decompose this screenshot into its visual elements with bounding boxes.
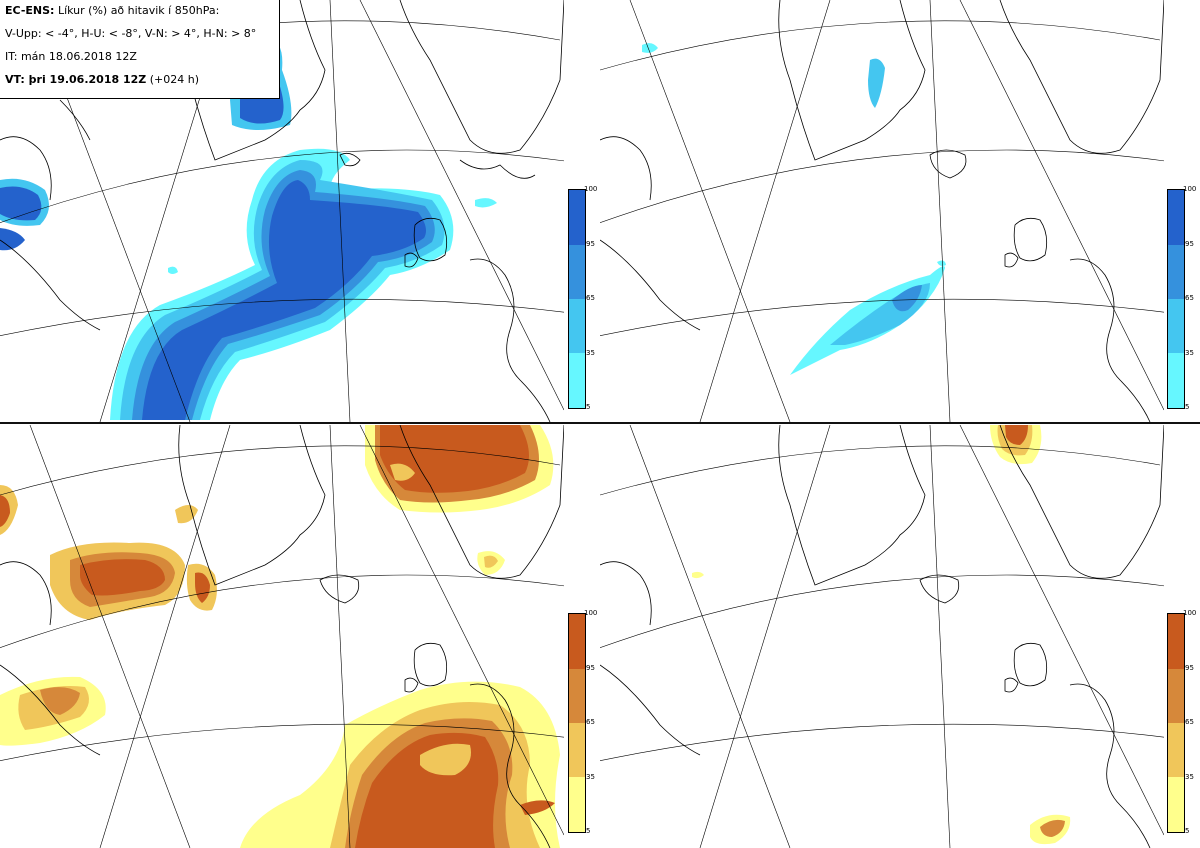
colorbar-segment	[569, 245, 585, 299]
colorbar-tick-65: 65	[1185, 718, 1194, 726]
graticule	[600, 0, 1164, 422]
coastlines	[600, 0, 1164, 422]
colorbar-tick-100: 100	[584, 185, 598, 193]
colorbar-segment	[1168, 614, 1184, 669]
colorbar-tick-95: 95	[586, 240, 595, 248]
map-svg-cold-4	[0, 0, 564, 422]
map-svg-warm-4	[0, 425, 564, 848]
coastlines	[600, 425, 1164, 848]
map-svg-cold-8	[600, 0, 1164, 422]
colorbar-tick-5: 5	[1185, 827, 1190, 835]
colorbar-segment	[1168, 299, 1184, 353]
map-svg-warm-8	[600, 425, 1164, 848]
colorbar-segment	[569, 353, 585, 408]
colorbar-segment	[1168, 353, 1184, 408]
map-panel-warm-4	[0, 425, 564, 848]
panel-divider-horizontal	[0, 422, 1200, 424]
colorbar-tick-100: 100	[1183, 609, 1197, 617]
probability-field-orange	[0, 425, 560, 848]
lead-time: (+024 h)	[149, 73, 200, 86]
colorbar-blue-top-right	[1167, 189, 1185, 409]
colorbar-blue-top-left	[568, 189, 586, 409]
colorbar-tick-5: 5	[586, 403, 591, 411]
graticule	[600, 425, 1164, 848]
info-title-line: EC-ENS: Líkur (%) að hitavik í 850hPa:	[5, 4, 274, 27]
colorbar-tick-65: 65	[586, 294, 595, 302]
valid-label: VT: þri 19.06.2018 12Z	[5, 73, 147, 86]
colorbar-segment	[569, 777, 585, 832]
thresholds-text: V-Upp: < -4°, H-U: < -8°, V-N: > 4°, H-N…	[5, 27, 257, 40]
colorbar-tick-95: 95	[586, 664, 595, 672]
colorbar-segment	[1168, 669, 1184, 723]
colorbar-segment	[569, 614, 585, 669]
colorbar-tick-100: 100	[584, 609, 598, 617]
colorbar-tick-100: 100	[1183, 185, 1197, 193]
colorbar-segment	[569, 723, 585, 777]
colorbar-segment	[1168, 245, 1184, 299]
colorbar-tick-95: 95	[1185, 664, 1194, 672]
forecast-info-box: EC-ENS: Líkur (%) að hitavik í 850hPa: V…	[0, 0, 280, 99]
colorbar-segment	[569, 669, 585, 723]
colorbar-segment	[569, 299, 585, 353]
init-time: IT: mán 18.06.2018 12Z	[5, 50, 137, 63]
map-panel-warm-8	[600, 425, 1164, 848]
probability-field-orange	[692, 425, 1071, 845]
model-label: EC-ENS:	[5, 4, 55, 17]
probability-field-blue	[642, 43, 946, 375]
colorbar-tick-65: 65	[586, 718, 595, 726]
colorbar-segment	[1168, 777, 1184, 832]
colorbar-tick-65: 65	[1185, 294, 1194, 302]
colorbar-tick-35: 35	[1185, 349, 1194, 357]
colorbar-tick-5: 5	[1185, 403, 1190, 411]
colorbar-segment	[1168, 190, 1184, 245]
colorbar-segment	[569, 190, 585, 245]
colorbar-tick-35: 35	[586, 349, 595, 357]
title-text: Líkur (%) að hitavik í 850hPa:	[57, 4, 220, 17]
graticule	[0, 425, 564, 848]
map-panel-cold-8	[600, 0, 1164, 422]
colorbar-orange-bottom-left	[568, 613, 586, 833]
colorbar-tick-5: 5	[586, 827, 591, 835]
map-panel-cold-4	[0, 0, 564, 422]
colorbar-segment	[1168, 723, 1184, 777]
valid-time-line: VT: þri 19.06.2018 12Z (+024 h)	[5, 73, 274, 96]
colorbar-tick-35: 35	[586, 773, 595, 781]
probability-field-blue	[0, 39, 497, 420]
colorbar-tick-35: 35	[1185, 773, 1194, 781]
colorbar-orange-bottom-right	[1167, 613, 1185, 833]
coastlines	[0, 425, 564, 848]
colorbar-tick-95: 95	[1185, 240, 1194, 248]
